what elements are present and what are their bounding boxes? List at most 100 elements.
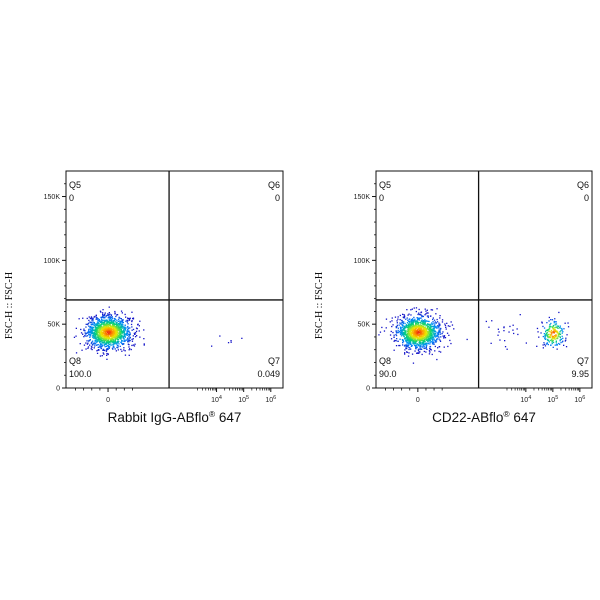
event-dot (129, 348, 131, 350)
event-dot (430, 324, 432, 326)
event-dot (98, 339, 100, 341)
event-dot (108, 314, 110, 316)
quadrant-value: 9.95 (571, 369, 589, 379)
event-dot (549, 339, 551, 342)
event-dot (408, 320, 410, 323)
event-dot (128, 334, 130, 336)
event-dot (414, 327, 416, 330)
event-dot (417, 331, 419, 333)
event-dot (425, 337, 427, 339)
event-dot (110, 335, 112, 337)
event-dot (563, 328, 565, 330)
event-dot (102, 352, 104, 354)
event-dot (416, 337, 418, 340)
event-dot (433, 319, 436, 321)
event-dot (420, 329, 423, 331)
event-dot (415, 332, 417, 335)
event-dot (421, 323, 424, 325)
event-dot (410, 332, 412, 334)
event-dot (129, 337, 131, 339)
event-dot (114, 339, 116, 341)
event-dot (414, 318, 416, 320)
event-dot (111, 319, 113, 321)
event-dot (559, 340, 561, 342)
event-dot (127, 323, 129, 325)
event-dot (114, 327, 116, 329)
event-dot (422, 325, 424, 327)
event-dot (391, 320, 393, 322)
event-dot (552, 331, 554, 333)
event-dot (124, 336, 126, 338)
event-dot (546, 342, 548, 344)
event-dot (116, 346, 118, 349)
event-dot (104, 338, 106, 340)
event-dot (547, 340, 549, 342)
event-dot (117, 328, 119, 331)
event-dot (106, 314, 108, 317)
event-dot (417, 317, 419, 319)
event-dot (406, 344, 408, 346)
event-dot (417, 334, 420, 336)
event-dot (418, 335, 420, 337)
event-dot (112, 334, 115, 336)
event-dot (412, 328, 415, 330)
event-dot (427, 320, 429, 322)
event-dot (447, 325, 449, 327)
event-dot (429, 340, 431, 342)
event-dot (426, 327, 428, 329)
quadrant-name: Q6 (268, 180, 280, 190)
event-dot (124, 313, 126, 316)
event-dot (105, 324, 107, 326)
event-dot (410, 309, 412, 311)
event-dot (101, 319, 103, 321)
event-dot (550, 326, 552, 328)
event-dot (424, 342, 427, 344)
event-dot (421, 333, 424, 335)
event-dot (561, 329, 563, 331)
event-dot (431, 353, 433, 356)
event-dot (96, 339, 98, 342)
event-dot (420, 335, 422, 337)
event-dot (551, 340, 553, 342)
event-dot (108, 316, 110, 319)
event-dot (93, 332, 95, 334)
event-dot (97, 319, 99, 321)
event-dot (106, 319, 108, 321)
event-dot (111, 326, 114, 328)
event-dot (104, 334, 106, 336)
event-dot (419, 339, 421, 341)
event-dot (423, 337, 425, 339)
event-dot (546, 334, 548, 336)
event-dot (397, 316, 399, 318)
event-dot (415, 335, 417, 337)
event-dot (95, 329, 97, 331)
event-dot (554, 321, 556, 323)
event-dot (117, 320, 119, 322)
event-dot (405, 318, 407, 320)
event-dot (560, 341, 562, 344)
event-dot (109, 330, 111, 332)
event-dot (104, 322, 106, 324)
event-dot (401, 328, 403, 331)
event-dot (97, 329, 99, 331)
event-dot (120, 337, 122, 339)
event-dot (92, 336, 94, 339)
event-dot (548, 320, 550, 322)
event-dot (408, 325, 410, 328)
event-dot (113, 330, 115, 332)
event-dot (551, 335, 554, 337)
event-dot (112, 341, 114, 343)
event-dot (94, 345, 96, 347)
event-dot (139, 336, 141, 338)
event-dot (449, 339, 451, 342)
event-dot (111, 335, 113, 337)
event-dot (408, 337, 411, 339)
event-dot (100, 337, 102, 339)
event-dot (90, 331, 93, 334)
event-dot (100, 339, 102, 342)
event-dot (93, 337, 95, 339)
event-dot (437, 334, 439, 336)
event-dot (402, 339, 404, 341)
event-dot (104, 343, 106, 346)
event-dot (110, 338, 112, 340)
